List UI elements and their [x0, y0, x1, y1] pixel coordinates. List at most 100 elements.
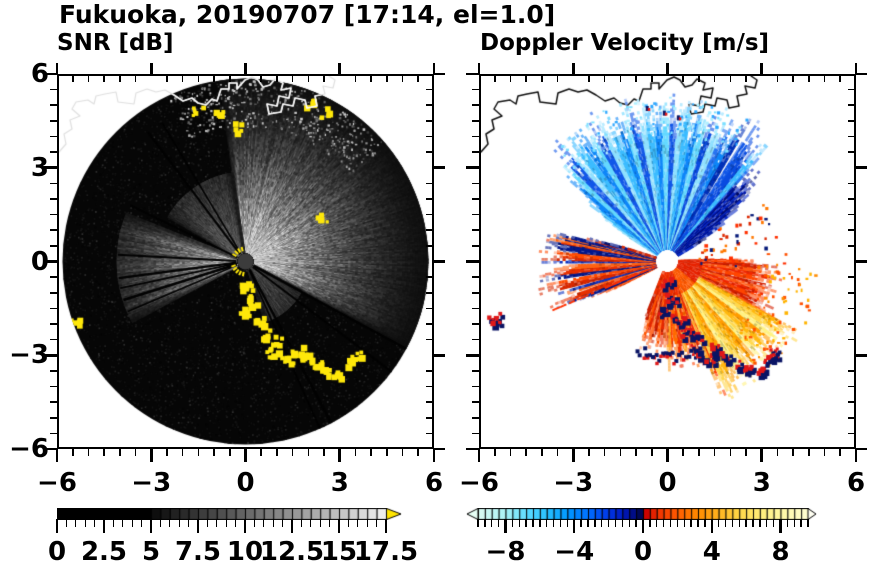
snr-panel-title: SNR [dB]: [57, 30, 174, 56]
x-tick-label: −3: [553, 468, 594, 498]
x-axis-tick: [228, 76, 231, 82]
snr-colorbar-tick: [347, 519, 350, 527]
snr-colorbar-tick-label: 15: [320, 537, 358, 567]
x-axis-tick: [477, 449, 481, 462]
x-axis-tick: [260, 449, 262, 456]
y-axis-tick: [472, 276, 479, 278]
y-axis-tick: [856, 72, 867, 76]
x-axis-tick: [682, 76, 684, 82]
velocity-colorbar-tick: [621, 519, 624, 527]
y-axis-tick: [50, 323, 57, 325]
x-axis-tick: [87, 76, 90, 82]
x-tick-label: −6: [37, 468, 77, 498]
snr-colorbar-tick-label: 2.5: [80, 537, 128, 567]
snr-colorbar-tick: [328, 519, 331, 527]
y-axis-tick: [848, 135, 854, 138]
y-axis-tick: [466, 447, 479, 451]
snr-ppi-image: [59, 76, 432, 447]
snr-colorbar-tick: [384, 519, 388, 533]
velocity-colorbar-tick: [546, 519, 548, 527]
velocity-colorbar-tick: [759, 519, 761, 527]
y-axis-tick: [848, 307, 854, 310]
velocity-colorbar-tick: [518, 519, 520, 527]
x-axis-tick: [525, 449, 527, 456]
velocity-colorbar-tick-label: −8: [485, 537, 526, 567]
x-axis-tick: [729, 449, 732, 456]
x-axis-tick: [541, 76, 543, 82]
snr-colorbar-tick-label: 12.5: [259, 537, 325, 567]
y-axis-tick: [426, 120, 432, 122]
y-tick-label: 6: [30, 59, 49, 89]
y-axis-tick: [426, 338, 432, 341]
y-axis-tick: [50, 307, 57, 310]
x-axis-tick: [181, 449, 184, 456]
x-axis-tick: [666, 63, 669, 74]
velocity-colorbar-tick: [752, 519, 754, 527]
y-axis-tick: [472, 245, 479, 247]
y-axis-tick: [848, 245, 854, 247]
velocity-colorbar-tick: [497, 519, 500, 527]
x-axis-tick: [103, 76, 105, 82]
snr-colorbar-tick: [55, 519, 59, 533]
x-axis-tick: [541, 449, 543, 456]
velocity-colorbar-tick-label: −4: [554, 537, 595, 567]
x-axis-tick: [291, 449, 294, 456]
velocity-colorbar-tick: [504, 519, 507, 533]
x-tick-label: 3: [752, 468, 771, 498]
snr-colorbar-tick: [112, 519, 115, 527]
x-axis-tick: [323, 76, 325, 82]
y-axis-tick: [472, 135, 479, 138]
x-axis-tick: [119, 76, 121, 82]
velocity-colorbar-tick: [717, 519, 720, 527]
x-axis-tick: [71, 76, 74, 82]
y-axis-tick: [44, 260, 57, 263]
y-axis-tick: [426, 213, 432, 216]
velocity-colorbar-tick: [614, 519, 617, 527]
y-axis-tick: [50, 385, 57, 388]
y-axis-tick: [426, 229, 432, 232]
x-axis-tick: [556, 76, 559, 82]
velocity-colorbar-tick: [766, 519, 768, 527]
y-axis-tick: [426, 385, 432, 388]
snr-colorbar-tick: [102, 519, 106, 533]
y-axis-tick: [466, 72, 479, 76]
y-axis-tick: [848, 370, 854, 372]
x-axis-tick: [370, 449, 372, 456]
snr-colorbar-tick: [253, 519, 256, 527]
y-axis-tick: [426, 104, 432, 107]
velocity-colorbar-tick: [491, 519, 493, 527]
x-axis-tick: [509, 449, 512, 456]
velocity-colorbar: [462, 508, 818, 520]
y-axis-tick: [472, 151, 479, 153]
y-axis-tick: [434, 353, 445, 357]
snr-colorbar-tick: [131, 519, 133, 527]
snr-colorbar-tick: [65, 519, 68, 527]
velocity-colorbar-tick: [724, 519, 727, 527]
y-axis-tick: [426, 401, 432, 403]
x-axis-tick: [854, 63, 858, 74]
velocity-colorbar-tick: [772, 519, 775, 527]
snr-colorbar-tick: [216, 519, 218, 527]
velocity-colorbar-tick: [566, 519, 569, 527]
y-axis-tick: [426, 135, 432, 138]
y-axis-tick: [44, 353, 57, 357]
x-axis-tick: [603, 449, 606, 456]
x-axis-tick: [556, 449, 559, 456]
x-axis-tick: [276, 449, 278, 456]
x-axis-tick: [244, 449, 247, 462]
y-axis-tick: [426, 291, 432, 294]
snr-colorbar-tick: [122, 519, 124, 527]
velocity-colorbar-tick: [704, 519, 706, 527]
snr-colorbar-tick: [225, 519, 227, 527]
y-axis-tick: [50, 338, 57, 341]
y-axis-tick: [50, 120, 57, 122]
y-axis-tick: [426, 276, 432, 278]
x-axis-tick: [134, 449, 137, 456]
y-axis-tick: [426, 307, 432, 310]
snr-colorbar-tick: [375, 519, 378, 527]
x-axis-tick: [401, 76, 404, 82]
y-axis-tick: [848, 229, 854, 232]
snr-colorbar-tick: [84, 519, 86, 527]
snr-colorbar-tick: [281, 519, 284, 527]
